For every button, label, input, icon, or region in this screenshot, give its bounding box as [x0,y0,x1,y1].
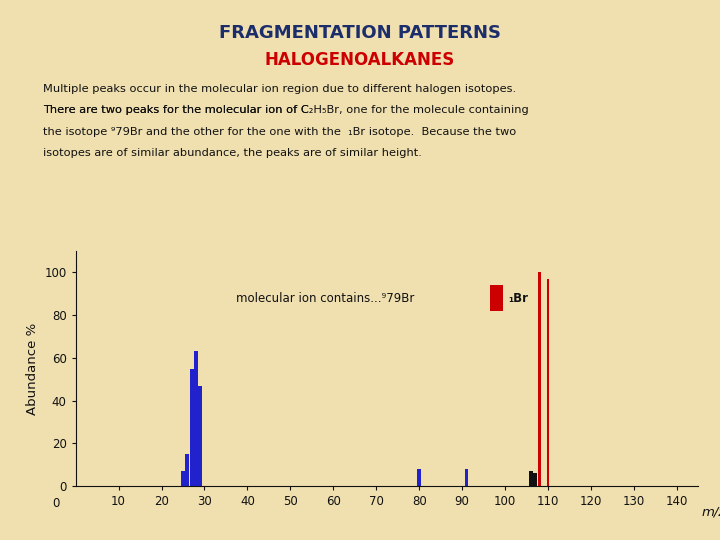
Bar [464,469,469,486]
Bar [538,471,541,486]
Bar [538,273,541,486]
Bar [198,386,202,486]
Bar [418,469,421,486]
Text: FRAGMENTATION PATTERNS: FRAGMENTATION PATTERNS [219,24,501,42]
Text: HALOGENOALKANES: HALOGENOALKANES [265,51,455,69]
Text: the isotope ⁹79Br and the other for the one with the  ₁Br isotope.  Because the : the isotope ⁹79Br and the other for the … [43,127,516,137]
Bar [189,368,194,486]
Bar [546,279,549,486]
Bar [490,285,503,311]
Text: There are two peaks for the molecular ion of C₂H₅Br, one for the molecule contai: There are two peaks for the molecular io… [43,105,529,116]
Text: isotopes are of similar abundance, the peaks are of similar height.: isotopes are of similar abundance, the p… [43,148,422,159]
Text: There are two peaks for the molecular ion of C: There are two peaks for the molecular io… [43,105,309,116]
Bar [185,454,189,486]
Text: molecular ion contains...⁹79Br: molecular ion contains...⁹79Br [235,292,414,305]
Bar [529,471,533,486]
Bar [194,352,198,486]
Bar [534,473,537,486]
Text: Multiple peaks occur in the molecular ion region due to different halogen isotop: Multiple peaks occur in the molecular io… [43,84,516,94]
Bar [181,471,185,486]
Text: m/z: m/z [701,506,720,519]
Y-axis label: Abundance %: Abundance % [26,322,39,415]
Text: 0: 0 [53,497,60,510]
Text: ₁Br: ₁Br [508,292,528,305]
